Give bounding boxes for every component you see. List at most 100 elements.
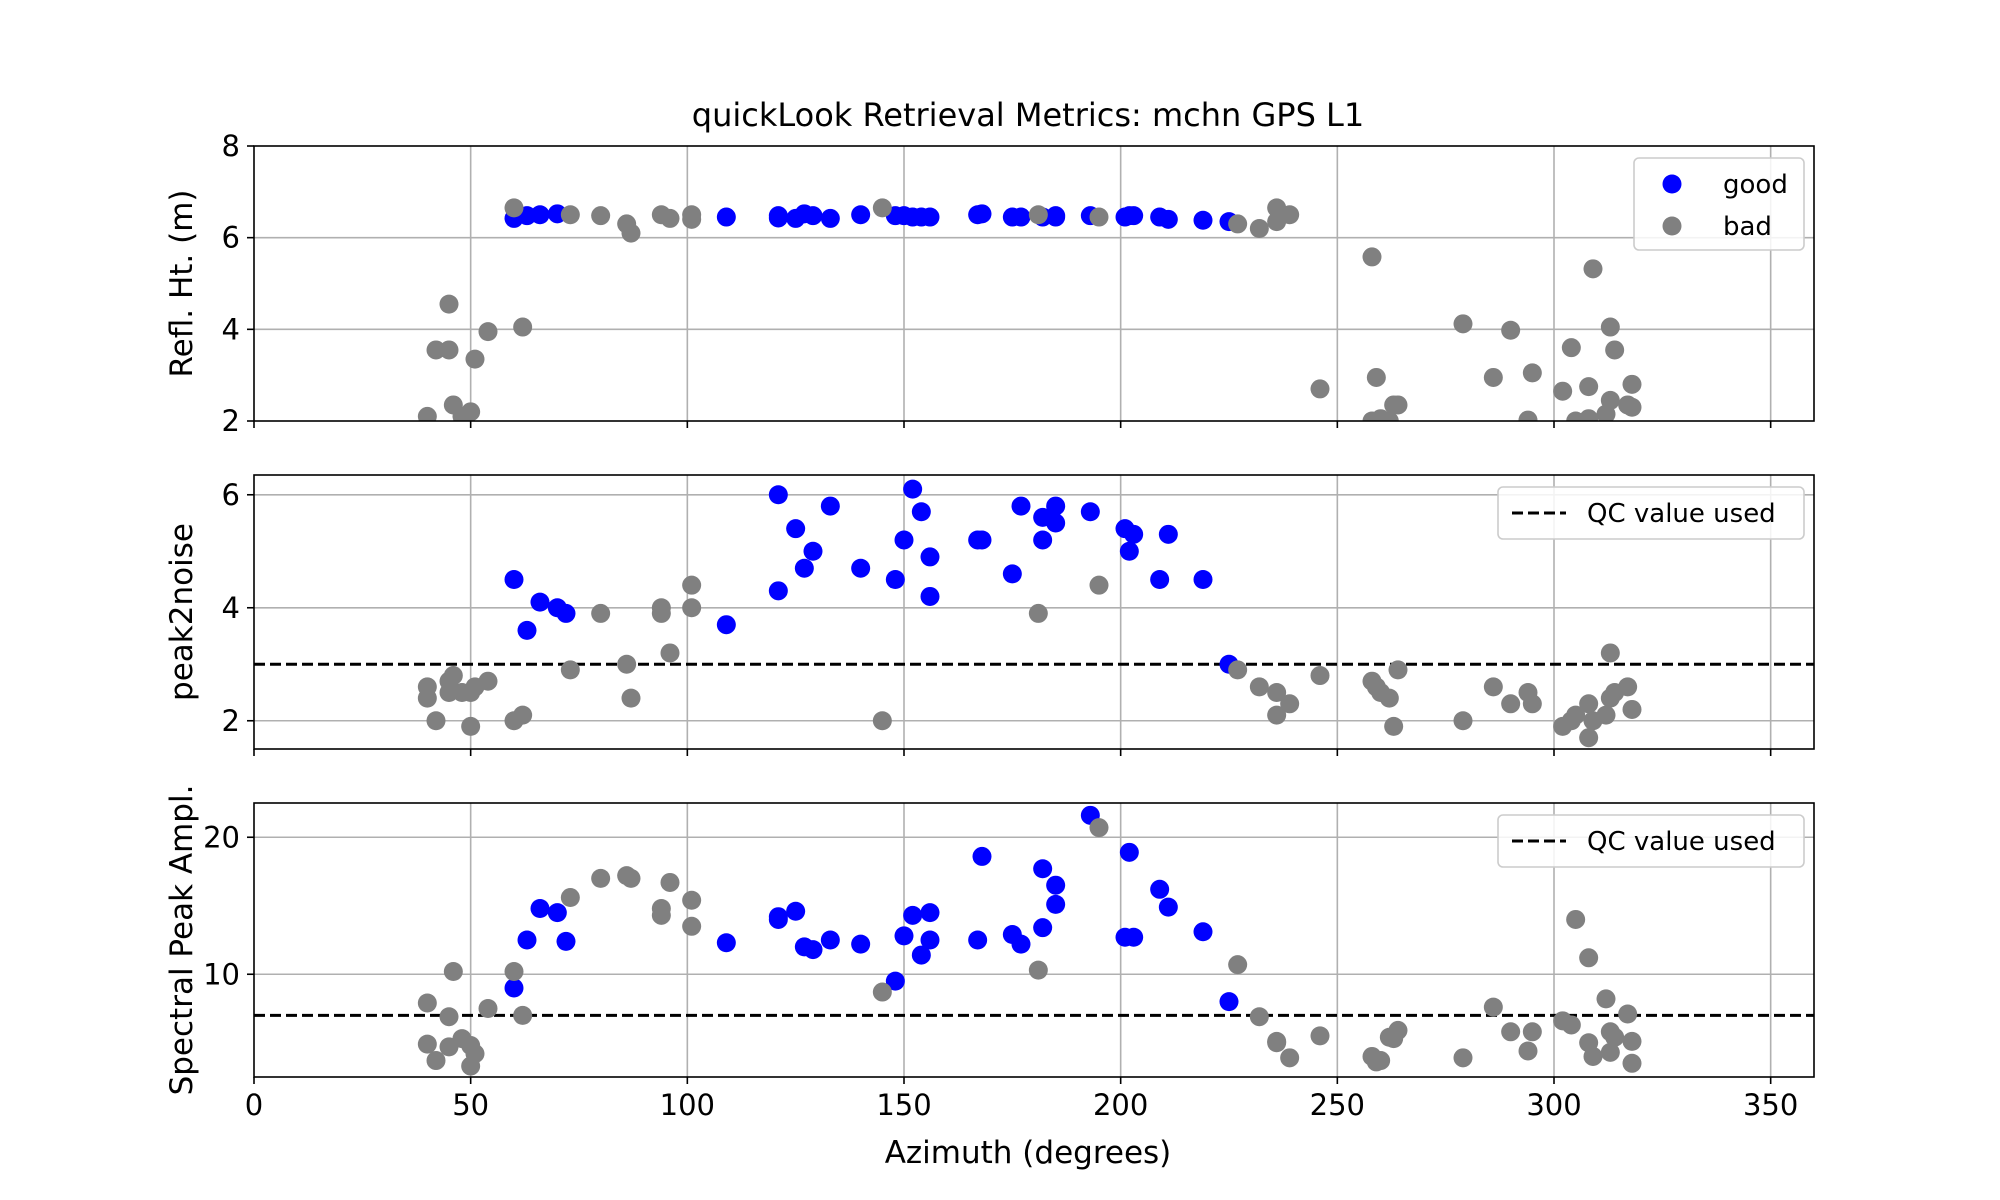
point-good bbox=[920, 547, 940, 567]
point-bad bbox=[1028, 205, 1048, 225]
point-bad bbox=[1566, 705, 1586, 725]
y-tick-label: 2 bbox=[222, 704, 240, 738]
point-bad bbox=[1561, 338, 1581, 358]
point-good bbox=[1119, 842, 1139, 862]
point-good bbox=[1011, 934, 1031, 954]
point-good bbox=[851, 205, 871, 225]
point-bad bbox=[1228, 660, 1248, 680]
point-good bbox=[972, 530, 992, 550]
point-bad bbox=[1453, 1048, 1473, 1068]
point-bad bbox=[1600, 390, 1620, 410]
point-bad bbox=[591, 206, 611, 226]
point-good bbox=[1193, 570, 1213, 590]
legend-marker-good bbox=[1662, 174, 1682, 194]
subplot-1: 2 4 6 8 Refl. Ht. (m) good bad bbox=[164, 129, 1815, 438]
x-tick-label: 300 bbox=[1526, 1088, 1581, 1122]
point-good bbox=[968, 930, 988, 950]
point-bad bbox=[1566, 909, 1586, 929]
point-good bbox=[1150, 879, 1170, 899]
data-points bbox=[417, 198, 1642, 421]
point-bad bbox=[560, 660, 580, 680]
point-good bbox=[1158, 524, 1178, 544]
point-good bbox=[1119, 541, 1139, 561]
point-bad bbox=[426, 340, 446, 360]
point-bad bbox=[439, 1007, 459, 1027]
point-bad bbox=[1501, 1022, 1521, 1042]
point-bad bbox=[591, 868, 611, 888]
point-bad bbox=[461, 716, 481, 736]
point-good bbox=[894, 530, 914, 550]
chart-title: quickLook Retrieval Metrics: mchn GPS L1 bbox=[692, 96, 1364, 134]
point-good bbox=[556, 931, 576, 951]
y-tick-label: 20 bbox=[203, 820, 240, 854]
point-good bbox=[920, 930, 940, 950]
point-bad bbox=[513, 705, 533, 725]
point-good bbox=[768, 581, 788, 601]
legend-box bbox=[1497, 486, 1805, 540]
point-good bbox=[1124, 927, 1144, 947]
point-bad bbox=[1518, 1041, 1538, 1061]
point-good bbox=[547, 903, 567, 923]
point-bad bbox=[1483, 367, 1503, 387]
subplot-2: 2 4 6 peak2noise QC value used bbox=[164, 474, 1815, 756]
point-bad bbox=[1583, 1046, 1603, 1066]
point-good bbox=[903, 905, 923, 925]
point-bad bbox=[426, 711, 446, 731]
point-bad bbox=[1501, 694, 1521, 714]
point-good bbox=[820, 930, 840, 950]
point-good bbox=[903, 479, 923, 499]
point-bad bbox=[465, 349, 485, 369]
point-good bbox=[851, 934, 871, 954]
point-good bbox=[885, 570, 905, 590]
x-tick-label: 250 bbox=[1310, 1088, 1365, 1122]
point-bad bbox=[478, 999, 498, 1018]
y-axis-label: peak2noise bbox=[164, 523, 200, 701]
point-good bbox=[768, 485, 788, 505]
point-good bbox=[803, 541, 823, 561]
x-axis-label: Azimuth (degrees) bbox=[885, 1135, 1172, 1171]
point-good bbox=[1046, 894, 1066, 914]
point-bad bbox=[872, 982, 892, 1002]
point-good bbox=[1046, 875, 1066, 895]
y-tick-label: 8 bbox=[222, 129, 240, 163]
point-bad bbox=[1280, 1048, 1300, 1068]
point-bad bbox=[591, 603, 611, 623]
y-tick-label: 10 bbox=[203, 957, 240, 991]
point-good bbox=[911, 945, 931, 965]
axes-frame bbox=[253, 474, 1815, 750]
point-good bbox=[1033, 918, 1053, 938]
point-bad bbox=[1028, 603, 1048, 623]
point-bad bbox=[417, 993, 437, 1013]
legend-label-qc: QC value used bbox=[1587, 499, 1776, 529]
point-good bbox=[1002, 564, 1022, 584]
legend: good bad bbox=[1633, 157, 1805, 251]
point-bad bbox=[1579, 948, 1599, 968]
point-good bbox=[768, 208, 788, 228]
legend-label-good: good bbox=[1723, 170, 1788, 200]
point-bad bbox=[1522, 694, 1542, 714]
point-bad bbox=[1622, 397, 1642, 417]
point-good bbox=[803, 206, 823, 226]
legend-box bbox=[1497, 814, 1805, 868]
point-good bbox=[716, 207, 736, 227]
point-good bbox=[556, 603, 576, 623]
point-bad bbox=[504, 198, 524, 218]
point-bad bbox=[1267, 705, 1287, 725]
point-bad bbox=[1371, 1051, 1391, 1071]
axes-frame bbox=[253, 802, 1815, 1078]
point-bad bbox=[1618, 1004, 1638, 1024]
point-good bbox=[1046, 496, 1066, 516]
point-bad bbox=[1028, 960, 1048, 980]
data-points bbox=[417, 479, 1642, 748]
point-good bbox=[1080, 502, 1100, 522]
point-good bbox=[920, 903, 940, 923]
point-bad bbox=[1310, 666, 1330, 686]
point-bad bbox=[682, 575, 702, 595]
point-bad bbox=[1501, 320, 1521, 340]
point-bad bbox=[1518, 410, 1538, 421]
point-good bbox=[530, 205, 550, 225]
point-good bbox=[920, 207, 940, 227]
point-bad bbox=[1483, 677, 1503, 697]
point-bad bbox=[651, 603, 671, 623]
point-bad bbox=[1310, 1026, 1330, 1046]
